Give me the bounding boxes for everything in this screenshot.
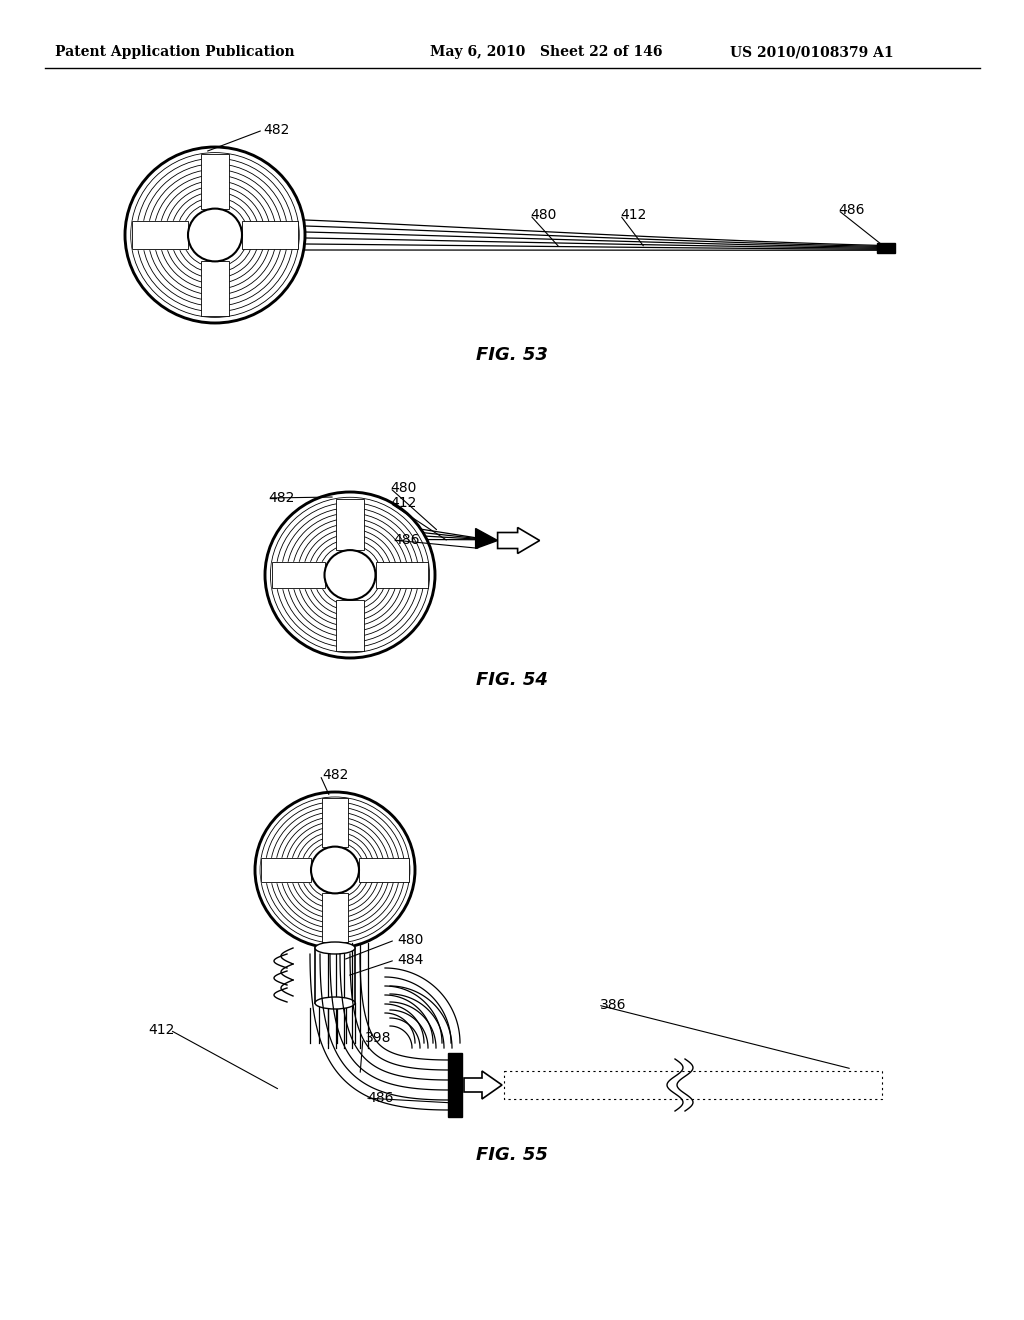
Bar	[359, 858, 409, 883]
Text: 482: 482	[263, 123, 290, 137]
Polygon shape	[475, 528, 498, 549]
Text: US 2010/0108379 A1: US 2010/0108379 A1	[730, 45, 894, 59]
Text: 482: 482	[322, 768, 348, 781]
Text: 480: 480	[390, 480, 417, 495]
Ellipse shape	[325, 550, 376, 599]
Text: FIG. 54: FIG. 54	[476, 671, 548, 689]
Text: 386: 386	[600, 998, 627, 1012]
Bar	[877, 243, 895, 253]
Bar	[449, 1053, 462, 1117]
Text: 398: 398	[365, 1031, 391, 1045]
Ellipse shape	[188, 209, 242, 261]
Bar	[337, 599, 364, 651]
Ellipse shape	[255, 792, 415, 948]
Text: FIG. 53: FIG. 53	[476, 346, 548, 364]
Text: 480: 480	[397, 933, 423, 946]
Bar	[201, 154, 229, 209]
Ellipse shape	[265, 492, 435, 657]
Ellipse shape	[311, 846, 359, 894]
Polygon shape	[498, 528, 540, 553]
Text: 412: 412	[148, 1023, 174, 1038]
Ellipse shape	[125, 147, 305, 323]
Text: 412: 412	[620, 209, 646, 222]
Ellipse shape	[315, 997, 355, 1008]
Text: 486: 486	[367, 1092, 393, 1105]
Bar	[323, 799, 348, 846]
Bar	[271, 562, 325, 589]
Ellipse shape	[315, 942, 355, 954]
Text: 486: 486	[393, 533, 420, 546]
Text: Patent Application Publication: Patent Application Publication	[55, 45, 295, 59]
Bar	[504, 1071, 882, 1100]
Bar	[271, 562, 325, 589]
Bar	[261, 858, 311, 883]
Text: 480: 480	[530, 209, 556, 222]
Text: 486: 486	[838, 203, 864, 216]
Polygon shape	[464, 1071, 502, 1100]
Bar	[242, 220, 298, 249]
Text: 484: 484	[397, 953, 423, 968]
Bar	[337, 499, 364, 550]
Text: 412: 412	[390, 496, 417, 510]
Bar	[132, 220, 188, 249]
Bar	[132, 220, 188, 249]
Bar	[376, 562, 428, 589]
Text: 482: 482	[268, 491, 294, 506]
Bar	[201, 261, 229, 315]
Text: FIG. 55: FIG. 55	[476, 1146, 548, 1164]
Bar	[261, 858, 311, 883]
Bar	[323, 894, 348, 941]
Text: May 6, 2010   Sheet 22 of 146: May 6, 2010 Sheet 22 of 146	[430, 45, 663, 59]
